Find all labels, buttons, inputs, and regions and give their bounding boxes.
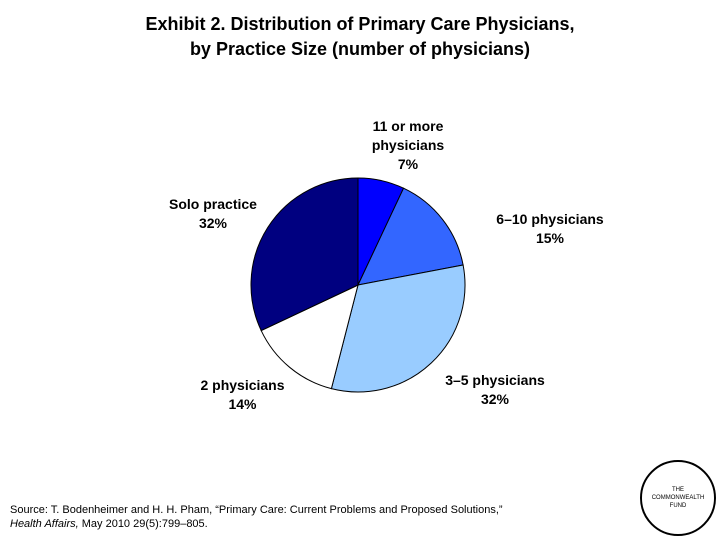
source-citation: May 2010 29(5):799–805. [78, 518, 208, 530]
chart-title-line-2: by Practice Size (number of physicians) [189, 39, 531, 59]
slice-label-6-10: 6–10 physicians 15% [496, 211, 604, 246]
pie-slice-3 [260, 284, 359, 390]
slice-label-11-or-more: 11 or more physicians 7% [371, 118, 445, 172]
slice-label-3-5: 3–5 physicians 32% [445, 372, 545, 407]
pie-slice-1 [357, 187, 464, 286]
source-note: Source: T. Bodenheimer and H. H. Pham, “… [10, 503, 503, 531]
pie-slice-2 [330, 264, 466, 393]
pie-slice-4 [250, 177, 359, 332]
source-line-2: Health Affairs, May 2010 29(5):799–805. [10, 517, 503, 531]
commonwealth-fund-logo: THE COMMONWEALTH FUND [640, 460, 716, 536]
slice-label-2: 2 physicians 14% [200, 377, 285, 412]
source-line-1: Source: T. Bodenheimer and H. H. Pham, “… [10, 504, 503, 516]
slice-label-solo: Solo practice 32% [169, 196, 257, 231]
source-journal: Health Affairs, [10, 518, 79, 530]
chart-title-line-1: Exhibit 2. Distribution of Primary Care … [145, 14, 575, 34]
